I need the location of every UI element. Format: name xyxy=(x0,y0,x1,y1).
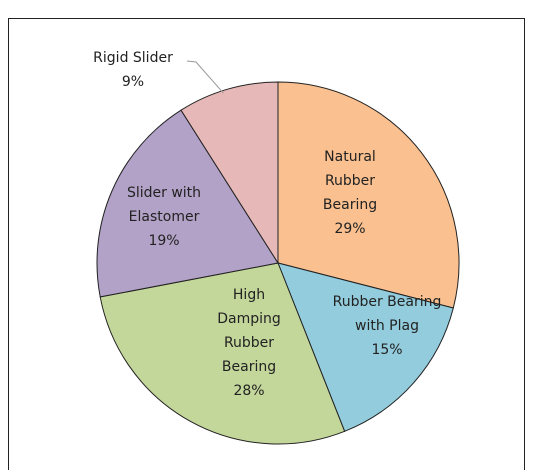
category-label: Natural Rubber Bearing xyxy=(322,149,378,213)
slice-label: Natural Rubber Bearing 29% xyxy=(310,145,390,241)
pie-slice xyxy=(180,81,279,265)
pie-slice xyxy=(277,262,454,432)
value-label: 28% xyxy=(233,383,265,399)
slice-label: Rigid Slider 9% xyxy=(78,46,188,94)
slice-label: Slider with Elastomer 19% xyxy=(114,181,214,253)
category-label: High Damping Rubber Bearing xyxy=(217,287,281,375)
value-label: 19% xyxy=(148,233,180,249)
chart-frame xyxy=(8,18,525,470)
value-label: 9% xyxy=(121,74,145,90)
value-label: 29% xyxy=(334,221,366,237)
category-label: Slider with Elastomer xyxy=(126,185,202,225)
value-label: 15% xyxy=(371,342,403,358)
leader-line xyxy=(186,60,224,94)
slice-label: High Damping Rubber Bearing 28% xyxy=(209,283,289,403)
pie-slice xyxy=(96,109,279,298)
slice-label: Rubber Bearing with Plag 15% xyxy=(322,290,452,362)
pie-slice xyxy=(99,262,346,445)
pie-slice xyxy=(277,81,460,309)
category-label: Rigid Slider xyxy=(93,50,173,66)
category-label: Rubber Bearing with Plag xyxy=(332,294,442,334)
